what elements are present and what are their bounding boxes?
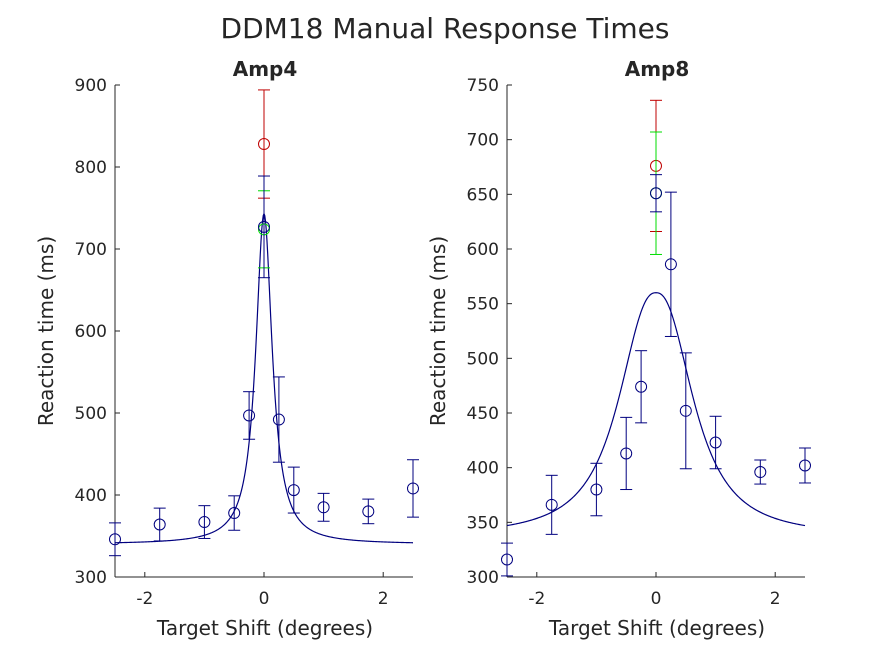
- y-tick-label: 400: [467, 459, 499, 479]
- y-tick-label: 650: [467, 185, 499, 205]
- data-point: [228, 507, 241, 520]
- panel-title-amp4: Amp4: [233, 57, 298, 81]
- data-point: [362, 505, 375, 518]
- y-tick-label: 500: [467, 349, 499, 369]
- x-tick-label: 2: [378, 589, 389, 609]
- data-point: [709, 436, 722, 449]
- y-tick-label: 700: [467, 131, 499, 151]
- x-tick-label: 0: [651, 589, 662, 609]
- data-point: [317, 501, 330, 514]
- y-tick-label: 750: [467, 76, 499, 96]
- x-tick-label: 0: [259, 589, 270, 609]
- y-tick-label: 600: [75, 322, 107, 342]
- figure-title: DDM18 Manual Response Times: [221, 12, 670, 45]
- fit-curve: [506, 292, 806, 527]
- data-point: [258, 220, 270, 233]
- y-tick-label: 900: [75, 76, 107, 96]
- panel-amp4: Amp4 Target Shift (degrees) Reaction tim…: [34, 57, 419, 640]
- data-point: [620, 447, 633, 460]
- y-tick-label: 500: [75, 404, 107, 424]
- data-point: [650, 187, 662, 200]
- y-tick-label: 700: [75, 240, 107, 260]
- x-tick-label: -2: [528, 589, 545, 609]
- y-tick-label: 550: [467, 295, 499, 315]
- data-point: [679, 404, 692, 417]
- data-point: [153, 518, 166, 531]
- data-point: [545, 498, 558, 511]
- data-point: [407, 482, 419, 495]
- data-point: [109, 533, 121, 546]
- data-point: [799, 459, 811, 472]
- data-point: [272, 413, 285, 426]
- y-tick-label: 300: [75, 568, 107, 588]
- data-point: [635, 380, 648, 393]
- y-tick-label: 800: [75, 158, 107, 178]
- data-point: [754, 466, 767, 479]
- data-point: [501, 553, 513, 566]
- x-tick-label: 2: [770, 589, 781, 609]
- y-tick-label: 400: [75, 486, 107, 506]
- ylabel-amp4: Reaction time (ms): [34, 236, 58, 426]
- data-point: [664, 258, 677, 271]
- ylabel-amp8: Reaction time (ms): [426, 236, 450, 426]
- y-tick-label: 450: [467, 404, 499, 424]
- data-point: [243, 409, 256, 422]
- data-point: [590, 483, 603, 496]
- x-tick-label: -2: [136, 589, 153, 609]
- data-point: [198, 516, 211, 529]
- y-tick-label: 300: [467, 568, 499, 588]
- data-point: [287, 484, 300, 497]
- y-tick-label: 600: [467, 240, 499, 260]
- y-tick-label: 350: [467, 513, 499, 533]
- panel-amp8: Amp8 Target Shift (degrees) Reaction tim…: [426, 57, 811, 640]
- data-point: [258, 138, 270, 151]
- xlabel-amp8: Target Shift (degrees): [548, 616, 765, 640]
- panel-title-amp8: Amp8: [625, 57, 690, 81]
- xlabel-amp4: Target Shift (degrees): [156, 616, 373, 640]
